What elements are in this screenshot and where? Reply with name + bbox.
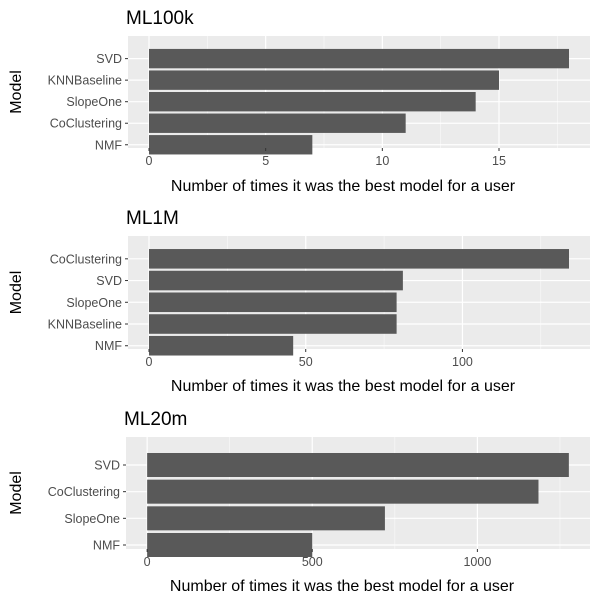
category-label: NMF	[95, 138, 122, 152]
bar-nmf	[149, 135, 313, 155]
bar-coclustering	[149, 113, 406, 133]
bar-coclustering	[149, 249, 569, 269]
y-axis-title: Model	[8, 271, 25, 315]
bar-slopeone	[147, 506, 385, 531]
category-label: SlopeOne	[66, 296, 122, 310]
bar-knnbaseline	[149, 70, 499, 90]
x-tick-label: 100	[452, 355, 473, 369]
x-axis-title: Number of times it was the best model fo…	[171, 378, 516, 395]
x-axis-title: Number of times it was the best model fo…	[170, 578, 515, 595]
chart-panel-3: SVD CoClustering SlopeOne NMF 0 500 1000 ML20m N…	[8, 409, 590, 595]
bar-slopeone	[149, 292, 397, 313]
bar-nmf	[149, 335, 294, 356]
chart-panel-1: SVD KNNBaseline SlopeOne CoClustering NMF 0 5 1…	[8, 8, 590, 195]
category-label: SVD	[94, 459, 120, 473]
x-tick-label: 0	[144, 555, 151, 569]
chart-panel-2: CoClustering SVD SlopeOne KNNBaseline NMF 0 50…	[8, 208, 590, 395]
x-tick-label: 0	[146, 355, 153, 369]
category-label: KNNBaseline	[48, 318, 122, 332]
category-label: NMF	[95, 339, 122, 353]
bar-knnbaseline	[149, 314, 397, 334]
category-label: CoClustering	[50, 252, 122, 266]
bar-svd	[149, 270, 403, 291]
category-label: CoClustering	[50, 117, 122, 131]
category-label: NMF	[93, 539, 120, 553]
x-tick-label: 0	[146, 154, 153, 168]
chart-title: ML20m	[124, 409, 187, 430]
y-axis-title: Model	[8, 471, 25, 515]
x-tick-label: 5	[262, 154, 269, 168]
x-tick-label: 15	[492, 154, 506, 168]
bar-nmf	[147, 533, 313, 557]
y-axis-title: Model	[8, 70, 25, 114]
x-tick-label: 1000	[463, 555, 491, 569]
x-tick-label: 500	[302, 555, 323, 569]
category-label: SlopeOne	[66, 95, 122, 109]
x-tick-label: 50	[299, 355, 313, 369]
chart-title: ML1M	[126, 208, 179, 229]
x-axis-title: Number of times it was the best model fo…	[171, 178, 516, 195]
category-label: SVD	[96, 274, 122, 288]
x-tick-label: 10	[375, 154, 389, 168]
bar-svd	[149, 48, 569, 69]
category-label: KNNBaseline	[48, 74, 122, 88]
bar-svd	[147, 453, 569, 477]
category-label: CoClustering	[48, 485, 120, 499]
category-label: SVD	[96, 52, 122, 66]
bar-slopeone	[149, 92, 476, 112]
category-label: SlopeOne	[64, 512, 120, 526]
chart-title: ML100k	[126, 8, 194, 29]
bar-coclustering	[147, 479, 539, 504]
